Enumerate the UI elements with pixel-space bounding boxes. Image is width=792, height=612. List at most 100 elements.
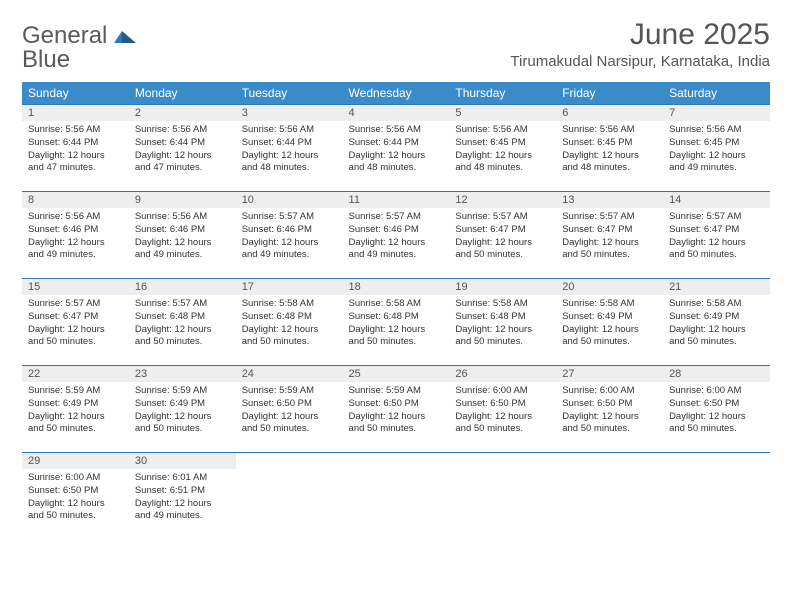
page-title: June 2025 bbox=[510, 18, 770, 51]
day-number: 26 bbox=[449, 366, 556, 382]
day-number: 8 bbox=[22, 192, 129, 208]
day-cell: 26Sunrise: 6:00 AMSunset: 6:50 PMDayligh… bbox=[449, 366, 556, 453]
day-details: Sunrise: 5:58 AMSunset: 6:48 PMDaylight:… bbox=[236, 295, 343, 353]
day-header: Thursday bbox=[449, 82, 556, 105]
day-number: 19 bbox=[449, 279, 556, 295]
day-cell: 24Sunrise: 5:59 AMSunset: 6:50 PMDayligh… bbox=[236, 366, 343, 453]
logo-word2: Blue bbox=[22, 46, 70, 73]
week-row: 22Sunrise: 5:59 AMSunset: 6:49 PMDayligh… bbox=[22, 366, 770, 453]
day-details: Sunrise: 5:56 AMSunset: 6:45 PMDaylight:… bbox=[556, 121, 663, 179]
calendar-table: SundayMondayTuesdayWednesdayThursdayFrid… bbox=[22, 82, 770, 539]
day-number: 5 bbox=[449, 105, 556, 121]
day-header: Tuesday bbox=[236, 82, 343, 105]
day-number: 28 bbox=[663, 366, 770, 382]
day-cell: 1Sunrise: 5:56 AMSunset: 6:44 PMDaylight… bbox=[22, 105, 129, 192]
day-details: Sunrise: 5:58 AMSunset: 6:49 PMDaylight:… bbox=[663, 295, 770, 353]
day-details: Sunrise: 6:00 AMSunset: 6:50 PMDaylight:… bbox=[556, 382, 663, 440]
week-row: 1Sunrise: 5:56 AMSunset: 6:44 PMDaylight… bbox=[22, 105, 770, 192]
day-cell: 21Sunrise: 5:58 AMSunset: 6:49 PMDayligh… bbox=[663, 279, 770, 366]
day-cell: 25Sunrise: 5:59 AMSunset: 6:50 PMDayligh… bbox=[343, 366, 450, 453]
day-cell: 11Sunrise: 5:57 AMSunset: 6:46 PMDayligh… bbox=[343, 192, 450, 279]
day-cell: 12Sunrise: 5:57 AMSunset: 6:47 PMDayligh… bbox=[449, 192, 556, 279]
day-number: 27 bbox=[556, 366, 663, 382]
day-cell: 15Sunrise: 5:57 AMSunset: 6:47 PMDayligh… bbox=[22, 279, 129, 366]
day-cell bbox=[343, 453, 450, 540]
day-number: 15 bbox=[22, 279, 129, 295]
day-number: 21 bbox=[663, 279, 770, 295]
day-cell: 9Sunrise: 5:56 AMSunset: 6:46 PMDaylight… bbox=[129, 192, 236, 279]
day-number: 13 bbox=[556, 192, 663, 208]
day-header: Wednesday bbox=[343, 82, 450, 105]
location-text: Tirumakudal Narsipur, Karnataka, India bbox=[510, 53, 770, 70]
logo-mark-icon bbox=[114, 27, 138, 43]
day-details: Sunrise: 5:59 AMSunset: 6:49 PMDaylight:… bbox=[129, 382, 236, 440]
day-details: Sunrise: 5:57 AMSunset: 6:46 PMDaylight:… bbox=[343, 208, 450, 266]
day-number: 25 bbox=[343, 366, 450, 382]
day-cell: 2Sunrise: 5:56 AMSunset: 6:44 PMDaylight… bbox=[129, 105, 236, 192]
day-cell: 13Sunrise: 5:57 AMSunset: 6:47 PMDayligh… bbox=[556, 192, 663, 279]
day-header: Saturday bbox=[663, 82, 770, 105]
day-number: 23 bbox=[129, 366, 236, 382]
day-header-row: SundayMondayTuesdayWednesdayThursdayFrid… bbox=[22, 82, 770, 105]
day-cell: 19Sunrise: 5:58 AMSunset: 6:48 PMDayligh… bbox=[449, 279, 556, 366]
logo: General Blue bbox=[22, 24, 138, 72]
day-header: Monday bbox=[129, 82, 236, 105]
day-cell bbox=[663, 453, 770, 540]
day-cell: 28Sunrise: 6:00 AMSunset: 6:50 PMDayligh… bbox=[663, 366, 770, 453]
day-details: Sunrise: 5:58 AMSunset: 6:48 PMDaylight:… bbox=[449, 295, 556, 353]
day-cell bbox=[449, 453, 556, 540]
day-details: Sunrise: 5:59 AMSunset: 6:50 PMDaylight:… bbox=[236, 382, 343, 440]
day-number: 16 bbox=[129, 279, 236, 295]
week-row: 29Sunrise: 6:00 AMSunset: 6:50 PMDayligh… bbox=[22, 453, 770, 540]
day-details: Sunrise: 6:00 AMSunset: 6:50 PMDaylight:… bbox=[22, 469, 129, 527]
day-details: Sunrise: 5:56 AMSunset: 6:44 PMDaylight:… bbox=[343, 121, 450, 179]
day-cell: 5Sunrise: 5:56 AMSunset: 6:45 PMDaylight… bbox=[449, 105, 556, 192]
day-details: Sunrise: 5:57 AMSunset: 6:47 PMDaylight:… bbox=[663, 208, 770, 266]
day-details: Sunrise: 5:57 AMSunset: 6:46 PMDaylight:… bbox=[236, 208, 343, 266]
day-details: Sunrise: 5:58 AMSunset: 6:49 PMDaylight:… bbox=[556, 295, 663, 353]
week-row: 8Sunrise: 5:56 AMSunset: 6:46 PMDaylight… bbox=[22, 192, 770, 279]
day-cell: 8Sunrise: 5:56 AMSunset: 6:46 PMDaylight… bbox=[22, 192, 129, 279]
day-details: Sunrise: 5:57 AMSunset: 6:47 PMDaylight:… bbox=[556, 208, 663, 266]
day-cell: 17Sunrise: 5:58 AMSunset: 6:48 PMDayligh… bbox=[236, 279, 343, 366]
day-number: 9 bbox=[129, 192, 236, 208]
day-number: 22 bbox=[22, 366, 129, 382]
day-number: 17 bbox=[236, 279, 343, 295]
header: General Blue June 2025 Tirumakudal Narsi… bbox=[22, 18, 770, 72]
day-number: 4 bbox=[343, 105, 450, 121]
day-cell: 20Sunrise: 5:58 AMSunset: 6:49 PMDayligh… bbox=[556, 279, 663, 366]
day-details: Sunrise: 6:00 AMSunset: 6:50 PMDaylight:… bbox=[663, 382, 770, 440]
day-cell bbox=[556, 453, 663, 540]
day-number: 2 bbox=[129, 105, 236, 121]
day-cell: 7Sunrise: 5:56 AMSunset: 6:45 PMDaylight… bbox=[663, 105, 770, 192]
day-details: Sunrise: 5:56 AMSunset: 6:46 PMDaylight:… bbox=[22, 208, 129, 266]
day-cell: 3Sunrise: 5:56 AMSunset: 6:44 PMDaylight… bbox=[236, 105, 343, 192]
day-number: 14 bbox=[663, 192, 770, 208]
day-number: 10 bbox=[236, 192, 343, 208]
day-cell: 14Sunrise: 5:57 AMSunset: 6:47 PMDayligh… bbox=[663, 192, 770, 279]
day-number: 6 bbox=[556, 105, 663, 121]
day-details: Sunrise: 5:57 AMSunset: 6:47 PMDaylight:… bbox=[22, 295, 129, 353]
day-header: Friday bbox=[556, 82, 663, 105]
day-header: Sunday bbox=[22, 82, 129, 105]
day-number: 30 bbox=[129, 453, 236, 469]
day-cell: 23Sunrise: 5:59 AMSunset: 6:49 PMDayligh… bbox=[129, 366, 236, 453]
day-details: Sunrise: 5:58 AMSunset: 6:48 PMDaylight:… bbox=[343, 295, 450, 353]
day-details: Sunrise: 5:56 AMSunset: 6:45 PMDaylight:… bbox=[663, 121, 770, 179]
logo-word1: General bbox=[22, 22, 107, 49]
day-number: 1 bbox=[22, 105, 129, 121]
day-cell: 10Sunrise: 5:57 AMSunset: 6:46 PMDayligh… bbox=[236, 192, 343, 279]
day-number: 7 bbox=[663, 105, 770, 121]
day-details: Sunrise: 5:56 AMSunset: 6:44 PMDaylight:… bbox=[236, 121, 343, 179]
day-cell: 29Sunrise: 6:00 AMSunset: 6:50 PMDayligh… bbox=[22, 453, 129, 540]
day-cell: 6Sunrise: 5:56 AMSunset: 6:45 PMDaylight… bbox=[556, 105, 663, 192]
day-details: Sunrise: 5:56 AMSunset: 6:44 PMDaylight:… bbox=[129, 121, 236, 179]
day-cell: 30Sunrise: 6:01 AMSunset: 6:51 PMDayligh… bbox=[129, 453, 236, 540]
day-number: 11 bbox=[343, 192, 450, 208]
day-cell: 22Sunrise: 5:59 AMSunset: 6:49 PMDayligh… bbox=[22, 366, 129, 453]
day-cell: 27Sunrise: 6:00 AMSunset: 6:50 PMDayligh… bbox=[556, 366, 663, 453]
day-details: Sunrise: 5:57 AMSunset: 6:48 PMDaylight:… bbox=[129, 295, 236, 353]
day-details: Sunrise: 5:56 AMSunset: 6:45 PMDaylight:… bbox=[449, 121, 556, 179]
day-cell: 4Sunrise: 5:56 AMSunset: 6:44 PMDaylight… bbox=[343, 105, 450, 192]
day-details: Sunrise: 5:59 AMSunset: 6:49 PMDaylight:… bbox=[22, 382, 129, 440]
